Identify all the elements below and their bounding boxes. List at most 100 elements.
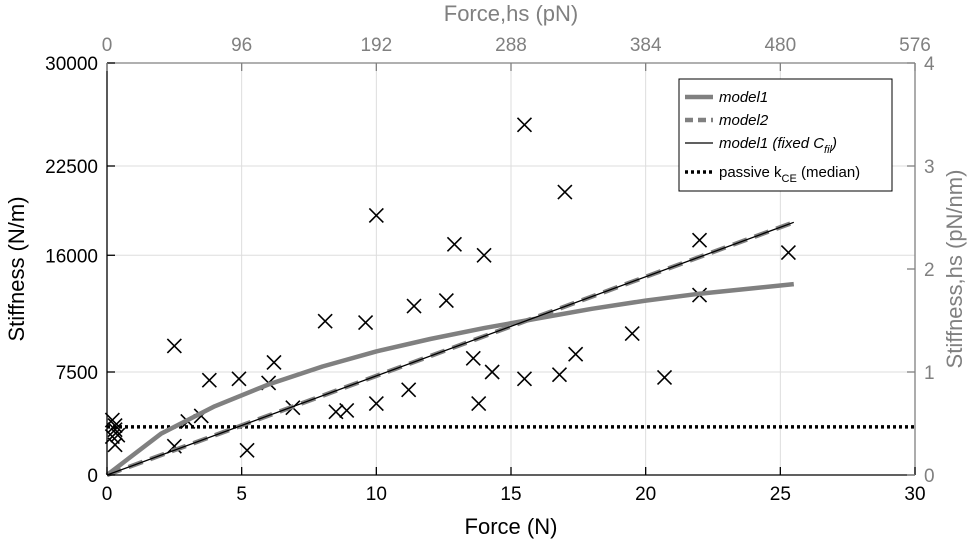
marker-stroke: [465, 350, 481, 366]
y2-tick-label: 0: [924, 466, 935, 487]
marker-stroke: [368, 207, 384, 224]
marker-stroke: [166, 338, 182, 354]
marker-stroke: [446, 236, 463, 252]
legend-label: model1: [719, 89, 768, 106]
legend-label-end: (median): [797, 164, 860, 181]
data-point-x-marker: [201, 372, 217, 388]
x-tick-label: 10: [366, 484, 387, 505]
legend-label-subscript: CE: [782, 173, 797, 185]
data-point-x-marker: [446, 236, 463, 252]
marker-stroke: [239, 442, 255, 458]
data-point-x-marker: [368, 396, 384, 412]
legend: model1 model2 model1 (fixed Cfil) passive k…: [678, 78, 893, 192]
y-tick-label: 22500: [45, 157, 98, 178]
x-axis-label: Force (N): [465, 514, 558, 539]
data-point-x-marker: [401, 382, 417, 398]
legend-label-main: passive k: [719, 164, 782, 181]
x-tick-label: 0: [102, 484, 113, 505]
data-point-x-marker: [110, 427, 126, 443]
data-point-x-marker: [551, 367, 568, 383]
y-axis-label: Stiffness (N/m): [4, 196, 29, 341]
x2-tick-label: 480: [764, 35, 796, 56]
marker-stroke: [516, 117, 533, 133]
legend-label: model2: [719, 112, 769, 129]
data-point-x-marker: [691, 232, 708, 248]
data-point-x-marker: [104, 412, 120, 428]
marker-stroke: [551, 367, 568, 383]
marker-stroke: [166, 438, 182, 454]
marker-stroke: [557, 184, 573, 200]
legend-label-main: model1 (fixed C: [719, 135, 824, 152]
data-point-x-marker: [357, 314, 374, 331]
data-point-x-marker: [780, 244, 796, 261]
marker-stroke: [624, 325, 640, 342]
x2-axis-label: Force,hs (pN): [444, 1, 578, 26]
marker-stroke: [104, 412, 120, 428]
x-tick-label: 30: [904, 484, 925, 505]
x2-tick-label: 192: [360, 35, 392, 56]
marker-stroke: [516, 371, 533, 387]
marker-stroke: [328, 404, 344, 420]
marker-stroke: [357, 314, 374, 331]
marker-stroke: [107, 437, 123, 453]
series: [104, 117, 915, 478]
data-point-x-marker: [239, 442, 255, 458]
y-tick-label: 0: [87, 466, 98, 487]
marker-stroke: [201, 372, 217, 388]
y-tick-label: 30000: [45, 54, 98, 75]
marker-stroke: [317, 313, 333, 329]
legend-label-end: ): [830, 135, 837, 152]
x2-tick-label: 96: [231, 35, 252, 56]
marker-stroke: [401, 382, 417, 398]
data-point-x-marker: [339, 402, 355, 419]
data-point-x-marker: [406, 298, 422, 314]
x2-tick-label: 384: [630, 35, 662, 56]
data-point-x-marker: [516, 117, 533, 133]
data-point-x-marker: [568, 346, 584, 362]
data-point-x-marker: [231, 371, 247, 387]
data-point-x-marker: [317, 313, 333, 329]
data-point-x-marker: [166, 338, 182, 354]
model1-fixed-line: [106, 221, 795, 476]
marker-stroke: [339, 402, 355, 419]
marker-stroke: [484, 364, 500, 380]
data-point-x-marker: [438, 293, 454, 309]
data-point-x-marker: [516, 371, 533, 387]
x-tick-label: 5: [236, 484, 247, 505]
marker-stroke: [691, 232, 708, 248]
data-point-x-marker: [471, 396, 487, 412]
x2-tick-label: 288: [495, 35, 527, 56]
marker-stroke: [471, 396, 487, 412]
marker-stroke: [231, 371, 247, 387]
marker-stroke: [780, 244, 796, 261]
model1-line: [105, 281, 795, 477]
legend-label: passive kCE (median): [719, 164, 860, 185]
data-point-x-marker: [656, 369, 673, 386]
y-tick-label: 16000: [45, 246, 98, 267]
marker-stroke: [476, 247, 492, 263]
legend-label-subscript: fil: [824, 144, 833, 156]
data-point-x-marker: [484, 364, 500, 380]
data-point-x-marker: [465, 350, 481, 366]
data-point-x-marker: [557, 184, 573, 200]
marker-stroke: [438, 293, 454, 309]
y2-tick-label: 2: [924, 260, 935, 281]
marker-stroke: [368, 396, 384, 412]
data-point-x-marker: [107, 437, 123, 453]
data-point-x-marker: [624, 325, 640, 342]
y2-axis-label: Stiffness,hs (pN/nm): [942, 170, 967, 369]
marker-stroke: [568, 346, 584, 362]
legend-label: model1 (fixed Cfil): [719, 135, 837, 156]
data-point-x-marker: [266, 354, 282, 370]
x2-tick-label: 0: [102, 35, 113, 56]
x-tick-label: 20: [635, 484, 656, 505]
x-tick-label: 15: [500, 484, 521, 505]
marker-stroke: [406, 298, 422, 314]
marker-stroke: [656, 369, 673, 386]
y-tick-label: 7500: [56, 363, 98, 384]
y2-tick-label: 1: [924, 363, 935, 384]
y2-tick-label: 3: [924, 157, 935, 178]
